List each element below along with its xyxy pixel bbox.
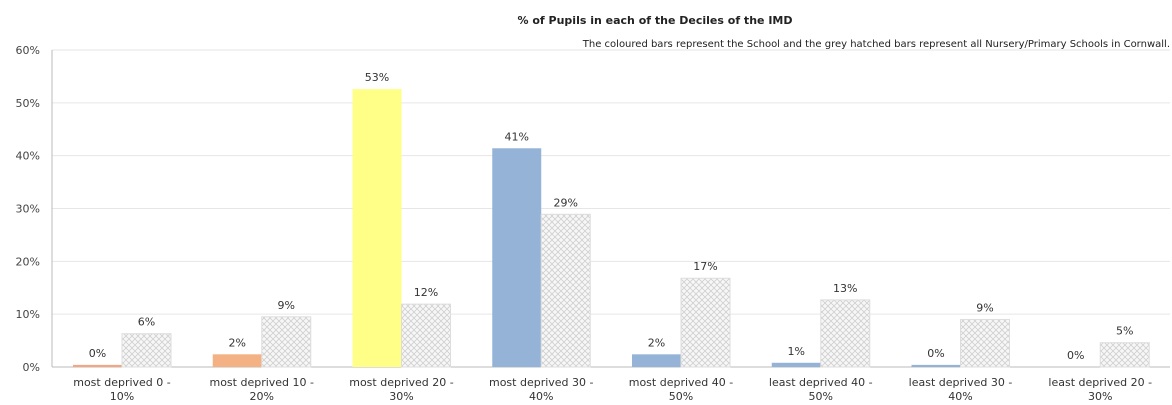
school-bar-label: 2% bbox=[648, 336, 665, 349]
x-category-label: least deprived 30 -40% bbox=[909, 376, 1013, 403]
county-bar bbox=[820, 299, 871, 368]
x-category-label: most deprived 10 -20% bbox=[209, 376, 314, 403]
x-category-label: most deprived 30 -40% bbox=[489, 376, 594, 403]
school-bar-label: 0% bbox=[1067, 349, 1084, 362]
county-bar-label: 12% bbox=[414, 286, 438, 299]
school-bar-label: 1% bbox=[788, 345, 805, 358]
county-bar bbox=[540, 213, 591, 368]
x-category-label: least deprived 40 -50% bbox=[769, 376, 873, 403]
y-tick-label: 50% bbox=[16, 97, 40, 110]
county-bar bbox=[960, 318, 1010, 368]
county-bar-label: 9% bbox=[278, 299, 295, 312]
county-bar bbox=[680, 277, 731, 368]
x-category-label: most deprived 20 -30% bbox=[349, 376, 454, 403]
county-bar-label: 29% bbox=[554, 196, 578, 209]
school-bar bbox=[352, 89, 402, 367]
x-axis: most deprived 0 -10% most deprived 10 -20… bbox=[73, 376, 1152, 403]
school-bar bbox=[911, 364, 961, 367]
bars bbox=[73, 89, 1150, 368]
y-tick-label: 0% bbox=[23, 361, 40, 374]
y-tick-label: 30% bbox=[16, 203, 40, 216]
y-tick-label: 60% bbox=[16, 44, 40, 57]
chart-title: % of Pupils in each of the Deciles of th… bbox=[518, 14, 793, 27]
y-tick-label: 40% bbox=[16, 150, 40, 163]
school-bar-label: 53% bbox=[365, 71, 389, 84]
chart-subtitle: The coloured bars represent the School a… bbox=[582, 39, 1170, 50]
x-category-label: most deprived 0 -10% bbox=[73, 376, 171, 403]
county-bar bbox=[401, 303, 451, 368]
school-bar bbox=[771, 362, 821, 367]
school-bar bbox=[632, 354, 681, 367]
y-tick-label: 20% bbox=[16, 255, 40, 268]
school-bar bbox=[73, 364, 122, 367]
x-category-label: most deprived 40 -50% bbox=[629, 376, 734, 403]
county-bar bbox=[121, 333, 172, 368]
data-labels: 0% 6% 2% 9% 53% 12% 41% 29% 2% 17% 1% 13% 0% 9% 0% 5% bbox=[89, 71, 1134, 362]
county-bar-label: 17% bbox=[693, 260, 717, 273]
school-bar-label: 0% bbox=[89, 347, 106, 360]
county-bar bbox=[1099, 342, 1150, 368]
county-bar-label: 5% bbox=[1116, 325, 1133, 338]
grid bbox=[52, 49, 1170, 368]
school-bar bbox=[212, 354, 262, 367]
y-tick-label: 10% bbox=[16, 308, 40, 321]
county-bar-label: 6% bbox=[138, 316, 155, 329]
school-bar-label: 2% bbox=[229, 336, 246, 349]
y-axis: 0% 10% 20% 30% 40% 50% 60% bbox=[16, 44, 53, 374]
county-bar-label: 9% bbox=[976, 301, 993, 314]
x-category-label: least deprived 20 -30% bbox=[1048, 376, 1152, 403]
county-bar bbox=[261, 316, 312, 368]
school-bar bbox=[492, 148, 542, 367]
county-bar-label: 13% bbox=[833, 282, 857, 295]
school-bar-label: 0% bbox=[927, 347, 944, 360]
school-bar-label: 41% bbox=[505, 130, 529, 143]
